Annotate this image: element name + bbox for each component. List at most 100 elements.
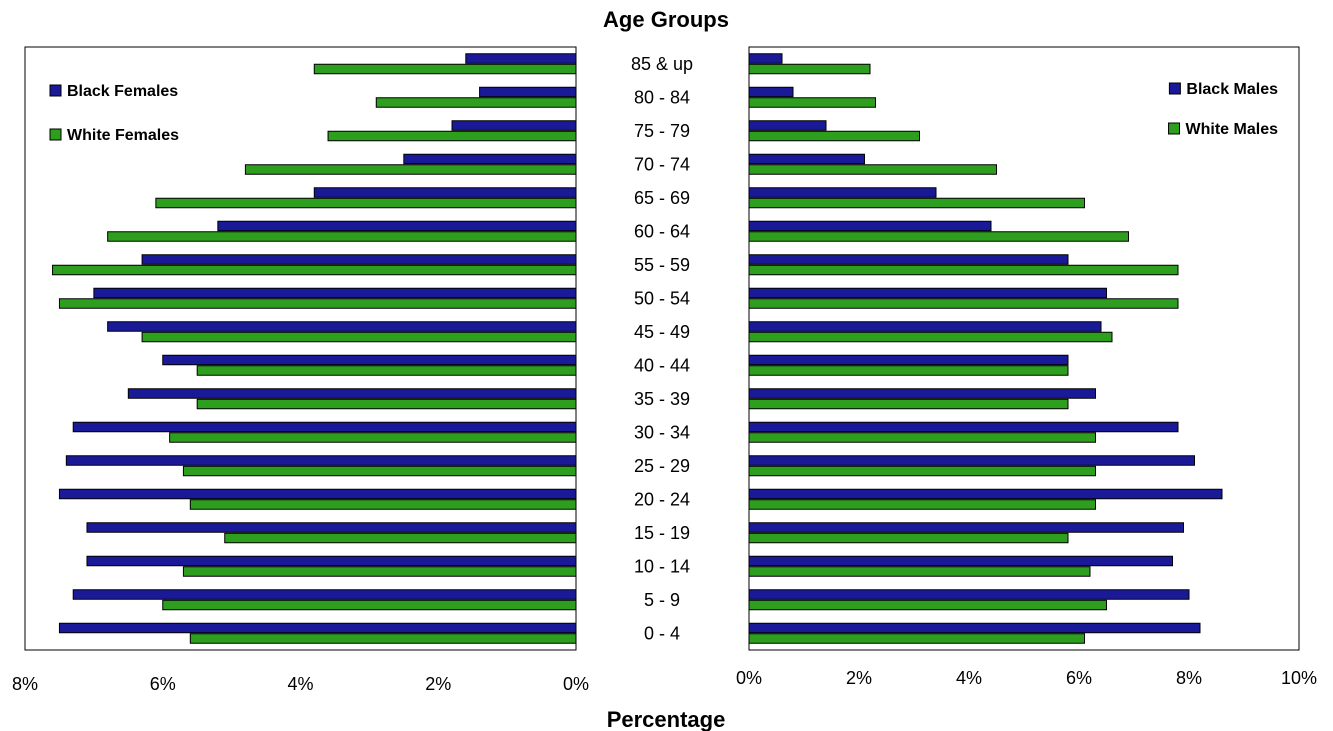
bar-white-males-5-9: [748, 599, 1107, 611]
bar-black-females-70-74: [403, 153, 577, 165]
bar-white-females-5-9: [162, 599, 577, 611]
legend-item-white-females: White Females: [49, 127, 179, 144]
bar-black-females-75-79: [451, 120, 577, 131]
bar-white-males-75-79: [748, 130, 920, 142]
bar-white-females-65-69: [155, 197, 577, 209]
bar-black-females-20-24: [58, 488, 577, 500]
legend-label-black-males: Black Males: [1186, 81, 1278, 98]
bar-black-females-30-34: [72, 421, 577, 433]
bar-black-females-55-59: [141, 254, 577, 265]
left-tick-label-4: 4%: [287, 674, 313, 694]
category-label-20-24: 20 - 24: [634, 489, 690, 509]
bar-black-males-35-39: [748, 388, 1096, 399]
bar-white-males-0-4: [748, 633, 1085, 644]
bar-black-males-10-14: [748, 555, 1173, 567]
category-label-55-59: 55 - 59: [634, 255, 690, 275]
bar-black-females-5-9: [72, 589, 577, 600]
bar-white-males-25-29: [748, 465, 1096, 477]
bar-white-females-35-39: [196, 398, 577, 410]
bar-black-males-15-19: [748, 522, 1184, 533]
chart-title: Age Groups: [603, 7, 729, 32]
category-label-65-69: 65 - 69: [634, 188, 690, 208]
category-label-85-up: 85 & up: [631, 54, 693, 74]
left-tick-label-8: 8%: [12, 674, 38, 694]
bar-white-females-70-74: [244, 164, 577, 175]
bar-black-males-25-29: [748, 455, 1195, 466]
bar-white-females-55-59: [52, 264, 577, 276]
bar-white-females-25-29: [182, 465, 577, 477]
bar-black-males-50-54: [748, 287, 1107, 299]
bar-white-males-80-84: [748, 97, 876, 108]
bar-white-males-60-64: [748, 231, 1129, 242]
age-group-labels: 85 & up 80 - 84 75 - 79 70 - 74 65 - 69 60 - …: [631, 54, 693, 644]
bar-white-females-30-34: [169, 432, 577, 443]
bar-white-males-65-69: [748, 197, 1085, 209]
left-tick-label-6: 6%: [150, 674, 176, 694]
bar-black-males-65-69: [748, 187, 937, 198]
right-plot-area: [748, 46, 1300, 651]
bar-white-males-70-74: [748, 164, 997, 175]
legend-label-white-males: White Males: [1186, 121, 1279, 138]
bar-white-males-20-24: [748, 499, 1096, 510]
legend-swatch-black-males: [1168, 82, 1181, 95]
legend-swatch-white-females: [49, 128, 62, 141]
bar-black-females-80-84: [479, 86, 577, 98]
bar-black-males-0-4: [748, 622, 1201, 634]
bar-black-males-40-44: [748, 354, 1069, 366]
bar-black-females-60-64: [217, 220, 577, 232]
category-label-60-64: 60 - 64: [634, 221, 690, 241]
category-label-5-9: 5 - 9: [644, 590, 680, 610]
legend-swatch-white-males: [1168, 122, 1181, 135]
bar-white-males-15-19: [748, 532, 1069, 544]
category-label-0-4: 0 - 4: [644, 623, 680, 643]
bar-white-males-45-49: [748, 331, 1113, 343]
right-tick-label-8: 8%: [1176, 668, 1202, 688]
bar-black-females-10-14: [86, 555, 577, 567]
bar-black-males-70-74: [748, 153, 865, 165]
category-label-10-14: 10 - 14: [634, 556, 690, 576]
bar-black-males-75-79: [748, 120, 827, 131]
bar-white-males-55-59: [748, 264, 1179, 276]
bar-black-males-60-64: [748, 220, 992, 232]
category-label-75-79: 75 - 79: [634, 121, 690, 141]
legend-swatch-black-females: [49, 84, 62, 97]
category-label-30-34: 30 - 34: [634, 422, 690, 442]
bar-white-females-85-up: [313, 63, 577, 75]
bar-white-females-20-24: [189, 499, 577, 510]
bar-white-males-40-44: [748, 365, 1069, 376]
right-tick-label-4: 4%: [956, 668, 982, 688]
bar-white-females-10-14: [182, 566, 577, 577]
left-panel-females: 8% 6% 4% 2% 0% Black Females White Females: [12, 46, 589, 694]
bar-white-males-10-14: [748, 566, 1091, 577]
bar-white-males-50-54: [748, 298, 1179, 309]
bar-black-males-80-84: [748, 86, 794, 98]
left-tick-label-0: 0%: [563, 674, 589, 694]
category-label-35-39: 35 - 39: [634, 389, 690, 409]
bar-black-males-20-24: [748, 488, 1223, 500]
legend-item-black-females: Black Females: [49, 83, 178, 100]
bar-black-females-15-19: [86, 522, 577, 533]
right-tick-label-0: 0%: [736, 668, 762, 688]
left-tick-label-2: 2%: [425, 674, 451, 694]
category-label-40-44: 40 - 44: [634, 355, 690, 375]
bar-white-males-35-39: [748, 398, 1069, 410]
category-label-70-74: 70 - 74: [634, 154, 690, 174]
right-tick-label-6: 6%: [1066, 668, 1092, 688]
x-axis-label: Percentage: [607, 707, 726, 731]
category-label-80-84: 80 - 84: [634, 87, 690, 107]
bar-black-females-85-up: [465, 53, 577, 64]
bar-black-females-45-49: [107, 321, 577, 332]
bar-black-females-65-69: [313, 187, 577, 198]
bar-white-females-60-64: [107, 231, 577, 242]
bar-black-males-55-59: [748, 254, 1069, 265]
bar-black-females-40-44: [162, 354, 577, 366]
bar-white-females-45-49: [141, 331, 577, 343]
category-label-45-49: 45 - 49: [634, 322, 690, 342]
bar-black-males-85-up: [748, 53, 783, 64]
bar-white-females-0-4: [189, 633, 577, 644]
category-label-25-29: 25 - 29: [634, 456, 690, 476]
legend-item-black-males: Black Males: [1168, 81, 1278, 98]
bar-black-females-35-39: [127, 388, 577, 399]
bar-white-females-50-54: [58, 298, 577, 309]
legend-label-white-females: White Females: [67, 127, 179, 144]
